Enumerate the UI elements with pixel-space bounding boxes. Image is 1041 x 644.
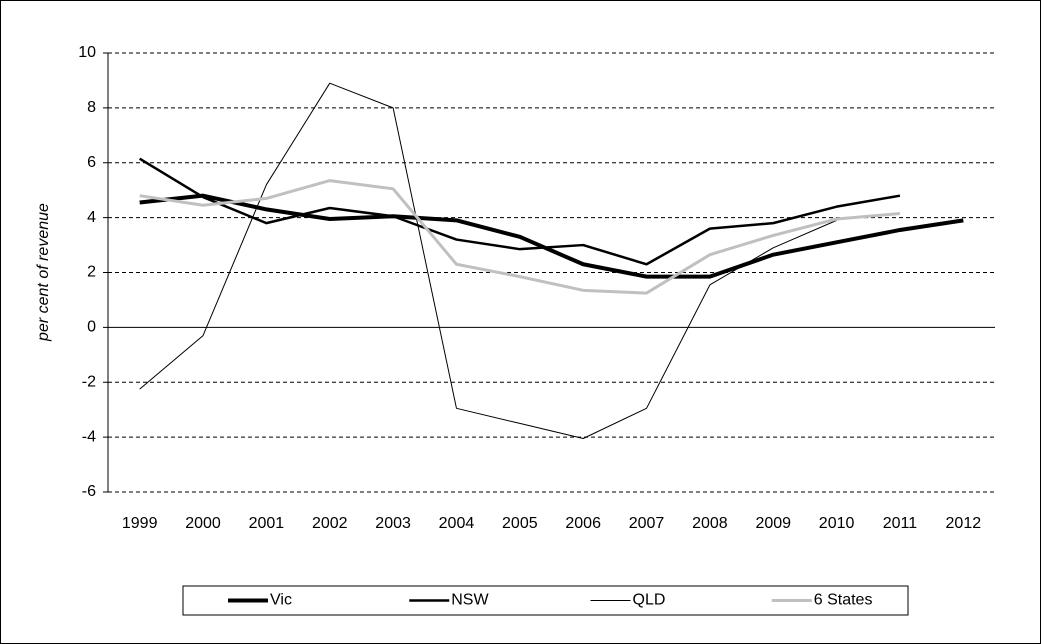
x-tick-label: 2002 xyxy=(312,515,348,532)
x-tick-label: 2009 xyxy=(755,515,791,532)
series-line xyxy=(139,82,837,439)
legend-label: QLD xyxy=(633,592,666,609)
y-tick-label: 6 xyxy=(87,154,96,171)
x-tick-label: 2010 xyxy=(819,515,855,532)
x-tick-label: 2000 xyxy=(185,515,221,532)
x-tick-label: 2001 xyxy=(249,515,285,532)
series-line xyxy=(139,179,901,295)
y-axis-label: per cent of revenue xyxy=(35,203,52,342)
x-tick-label: 2004 xyxy=(439,515,475,532)
y-tick-label: 2 xyxy=(87,264,96,281)
y-tick-label: 8 xyxy=(87,99,96,116)
series-line xyxy=(139,157,901,266)
x-tick-label: 2006 xyxy=(565,515,601,532)
y-tick-label: 10 xyxy=(78,44,96,61)
x-tick-label: 2007 xyxy=(629,515,665,532)
series-line xyxy=(139,193,964,279)
x-tick-label: 1999 xyxy=(122,515,158,532)
y-tick-label: 4 xyxy=(87,209,96,226)
x-tick-label: 2011 xyxy=(883,515,918,532)
y-tick-label: -2 xyxy=(82,373,96,390)
y-tick-label: 0 xyxy=(87,319,96,336)
x-tick-label: 2008 xyxy=(692,515,728,532)
legend-label: NSW xyxy=(451,592,489,609)
legend-label: Vic xyxy=(270,592,292,609)
legend-label: 6 States xyxy=(814,592,873,609)
x-tick-label: 2012 xyxy=(946,515,982,532)
x-tick-label: 2003 xyxy=(375,515,411,532)
x-tick-label: 2005 xyxy=(502,515,538,532)
y-tick-label: -4 xyxy=(82,428,96,445)
y-tick-label: -6 xyxy=(82,483,96,500)
